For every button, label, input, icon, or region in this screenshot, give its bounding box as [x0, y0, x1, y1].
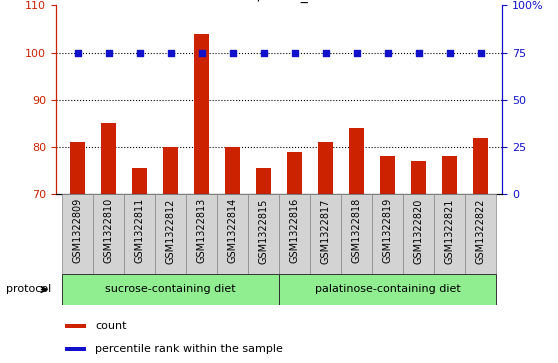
Bar [70, 142, 85, 194]
Text: GSM1322811: GSM1322811 [134, 198, 145, 264]
Text: sucrose-containing diet: sucrose-containing diet [105, 285, 236, 294]
Point [445, 50, 454, 56]
Point [476, 50, 485, 56]
Text: GSM1322819: GSM1322819 [382, 198, 392, 264]
Point [104, 50, 113, 56]
Point [166, 50, 175, 56]
Bar [465, 194, 496, 274]
Point [352, 50, 361, 56]
Bar [217, 194, 248, 274]
Bar [194, 34, 209, 194]
Bar [318, 142, 333, 194]
Text: GSM1322816: GSM1322816 [290, 198, 300, 264]
Text: palatinose-containing diet: palatinose-containing diet [315, 285, 460, 294]
Text: GSM1322812: GSM1322812 [166, 198, 176, 264]
Bar [65, 347, 86, 351]
Text: GSM1322818: GSM1322818 [352, 198, 362, 264]
Bar [473, 138, 488, 194]
Bar [93, 194, 124, 274]
Bar [225, 147, 240, 194]
Text: percentile rank within the sample: percentile rank within the sample [95, 344, 283, 354]
Point [135, 50, 144, 56]
Bar [287, 152, 302, 194]
Bar [124, 194, 155, 274]
Text: GSM1322813: GSM1322813 [196, 198, 206, 264]
Point [73, 50, 82, 56]
Bar [132, 168, 147, 194]
Text: GSM1322817: GSM1322817 [320, 198, 330, 264]
Bar [349, 128, 364, 194]
Bar [62, 274, 279, 305]
Point [228, 50, 237, 56]
Bar [411, 161, 426, 194]
Text: GSM1322820: GSM1322820 [413, 198, 424, 264]
Text: GSM1322814: GSM1322814 [228, 198, 238, 264]
Bar [403, 194, 434, 274]
Text: protocol: protocol [6, 285, 51, 294]
Bar [434, 194, 465, 274]
Title: GDS5435 / ILMN_1218242: GDS5435 / ILMN_1218242 [188, 0, 370, 3]
Bar [279, 194, 310, 274]
Bar [186, 194, 217, 274]
Bar [310, 194, 341, 274]
Text: count: count [95, 321, 127, 331]
Bar [163, 147, 178, 194]
Bar [155, 194, 186, 274]
Bar [279, 274, 496, 305]
Bar [341, 194, 372, 274]
Point [414, 50, 423, 56]
Text: GSM1322810: GSM1322810 [103, 198, 113, 264]
Text: GSM1322822: GSM1322822 [475, 198, 485, 264]
Text: GSM1322815: GSM1322815 [258, 198, 268, 264]
Point [290, 50, 299, 56]
Bar [248, 194, 279, 274]
Bar [101, 123, 116, 194]
Text: GSM1322809: GSM1322809 [73, 198, 83, 264]
Point [321, 50, 330, 56]
Point [197, 50, 206, 56]
Bar [256, 168, 271, 194]
Bar [380, 156, 395, 194]
Bar [62, 194, 93, 274]
Text: GSM1322821: GSM1322821 [445, 198, 455, 264]
Bar [372, 194, 403, 274]
Point [259, 50, 268, 56]
Point [383, 50, 392, 56]
Bar [442, 156, 457, 194]
Bar [65, 324, 86, 329]
